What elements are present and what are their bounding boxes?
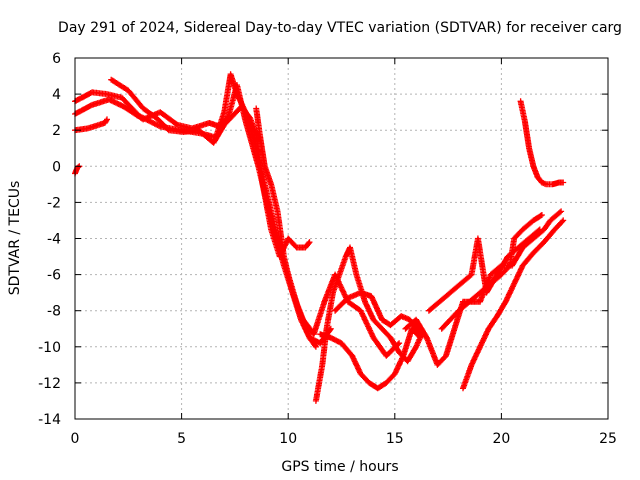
y-axis-ticks: 6 4 2 0 -2 -4 -6 -8 -10 -12 -14 <box>38 51 608 428</box>
y-tick-label: -2 <box>47 195 61 211</box>
y-tick-label: 4 <box>52 87 61 103</box>
series-sat-h <box>317 325 424 392</box>
x-tick-label: 15 <box>386 431 404 447</box>
series-sat-m <box>460 217 567 392</box>
y-axis-label: SDTVAR / TECUs <box>7 181 23 296</box>
x-tick-label: 20 <box>492 431 510 447</box>
data-series <box>72 71 567 404</box>
chart-title: Day 291 of 2024, Sidereal Day-to-day VTE… <box>58 20 622 36</box>
x-axis-ticks: 0 5 10 15 20 25 <box>71 58 617 447</box>
x-tick-label: 10 <box>279 431 297 447</box>
x-axis-label: GPS time / hours <box>281 459 398 475</box>
y-tick-label: 0 <box>52 159 61 175</box>
series-sat-f <box>253 105 319 350</box>
series-markers <box>438 212 545 332</box>
series-markers <box>517 98 567 188</box>
series-markers <box>460 217 567 392</box>
y-tick-label: -4 <box>47 232 61 248</box>
y-tick-label: 6 <box>52 51 61 67</box>
y-tick-label: -10 <box>38 340 61 356</box>
y-tick-label: -6 <box>47 268 61 284</box>
series-markers <box>312 244 426 404</box>
x-tick-label: 5 <box>177 431 186 447</box>
y-tick-label: -14 <box>38 412 61 428</box>
series-sat-l <box>438 212 545 332</box>
y-tick-label: -12 <box>38 376 61 392</box>
series-sat-g <box>312 244 426 404</box>
series-markers <box>253 105 319 350</box>
x-tick-label: 0 <box>71 431 80 447</box>
series-sat-n <box>517 98 567 188</box>
x-tick-label: 25 <box>599 431 617 447</box>
y-tick-label: -8 <box>47 304 61 320</box>
y-tick-label: 2 <box>52 123 61 139</box>
series-markers <box>317 325 424 392</box>
